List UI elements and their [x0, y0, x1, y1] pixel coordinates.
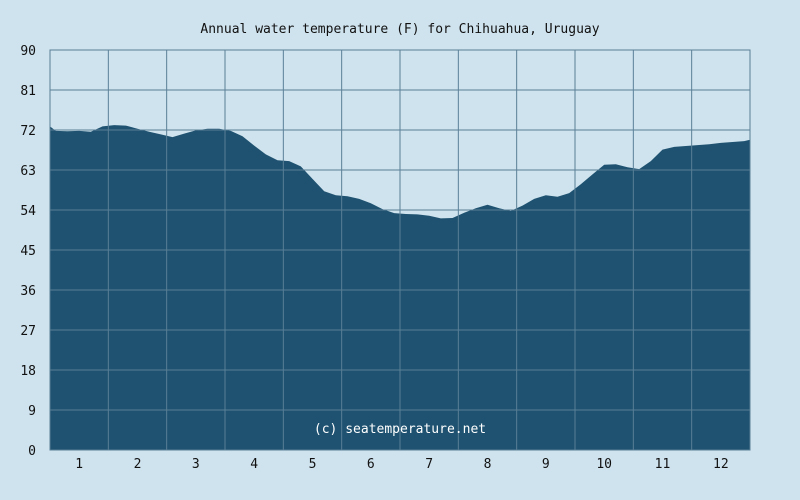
x-tick-label: 2 [134, 457, 142, 472]
x-tick-label: 10 [596, 457, 612, 472]
x-tick-label: 11 [655, 457, 671, 472]
y-tick-label: 9 [28, 404, 36, 419]
y-tick-label: 63 [20, 164, 36, 179]
x-tick-label: 6 [367, 457, 375, 472]
y-tick-label: 18 [20, 364, 36, 379]
y-tick-label: 0 [28, 444, 36, 459]
x-tick-label: 1 [75, 457, 83, 472]
x-tick-label: 12 [713, 457, 729, 472]
x-tick-label: 4 [250, 457, 258, 472]
y-tick-label: 81 [20, 84, 36, 99]
plot-border [49, 49, 751, 451]
y-tick-label: 36 [20, 284, 36, 299]
x-tick-label: 7 [425, 457, 433, 472]
watermark: (c) seatemperature.net [314, 422, 486, 437]
x-tick-label: 5 [309, 457, 317, 472]
y-tick-label: 45 [20, 244, 36, 259]
y-tick-label: 72 [20, 124, 36, 139]
x-tick-label: 8 [484, 457, 492, 472]
y-tick-label: 90 [20, 44, 36, 59]
x-tick-label: 9 [542, 457, 550, 472]
y-tick-label: 27 [20, 324, 36, 339]
y-tick-label: 54 [20, 204, 36, 219]
chart-title: Annual water temperature (F) for Chihuah… [200, 22, 599, 37]
x-tick-label: 3 [192, 457, 200, 472]
